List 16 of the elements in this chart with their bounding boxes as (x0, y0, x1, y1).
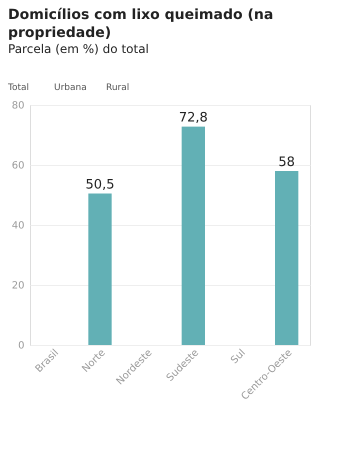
y-tick-label: 40 (12, 220, 24, 232)
y-tick-label: 0 (18, 340, 24, 352)
data-label: 50,5 (86, 178, 114, 192)
chart-title: Domicílios com lixo queimado (na propriedade) (8, 7, 274, 41)
bar (275, 171, 298, 345)
y-tick-label: 80 (12, 100, 24, 112)
bar (88, 194, 112, 345)
text: Total (7, 83, 30, 93)
data-label: 58 (278, 155, 295, 170)
data-label: 72,8 (178, 110, 208, 126)
y-tick-label: 60 (12, 160, 24, 172)
chart-subtitle: Parcela (em %) do total (8, 42, 149, 56)
bar (182, 126, 205, 345)
text: Urbana (54, 83, 87, 93)
text: Rural (106, 83, 130, 93)
y-tick-label: 20 (12, 280, 24, 292)
